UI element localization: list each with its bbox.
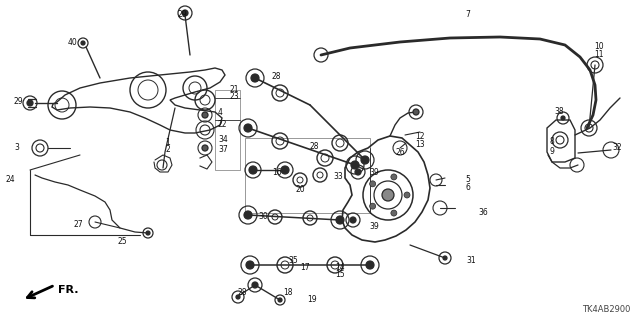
Circle shape (361, 156, 369, 164)
Text: 1: 1 (165, 138, 170, 147)
Circle shape (370, 203, 376, 209)
Text: 35: 35 (288, 256, 298, 265)
Text: TK4AB2900: TK4AB2900 (582, 305, 630, 314)
Circle shape (281, 166, 289, 174)
Text: 21: 21 (229, 85, 239, 94)
Circle shape (27, 100, 33, 106)
Text: 3: 3 (14, 143, 19, 152)
Text: 29: 29 (14, 97, 24, 106)
Circle shape (351, 161, 359, 169)
Circle shape (404, 192, 410, 198)
Circle shape (355, 169, 361, 175)
Circle shape (252, 282, 258, 288)
Text: 40: 40 (68, 38, 77, 47)
Text: 20: 20 (295, 185, 305, 194)
Text: 26: 26 (395, 148, 404, 157)
Circle shape (350, 217, 356, 223)
Text: 6: 6 (465, 183, 470, 192)
Circle shape (246, 261, 254, 269)
Text: 36: 36 (478, 208, 488, 217)
Circle shape (249, 166, 257, 174)
Circle shape (443, 256, 447, 260)
Text: 39: 39 (369, 222, 379, 231)
Circle shape (391, 174, 397, 180)
Text: 8: 8 (550, 137, 555, 146)
Circle shape (244, 124, 252, 132)
Text: 25: 25 (118, 237, 127, 246)
Text: 28: 28 (272, 72, 282, 81)
Text: 15: 15 (335, 270, 344, 279)
Text: 18: 18 (283, 288, 292, 297)
Text: 14: 14 (335, 263, 344, 272)
Circle shape (202, 145, 208, 151)
Circle shape (81, 41, 85, 45)
Text: 28: 28 (310, 142, 319, 151)
Text: 19: 19 (307, 295, 317, 304)
Text: 30: 30 (258, 212, 268, 221)
Circle shape (366, 261, 374, 269)
Text: 5: 5 (465, 175, 470, 184)
Text: 9: 9 (550, 147, 555, 156)
Text: 13: 13 (415, 140, 424, 149)
Text: 7: 7 (465, 10, 470, 19)
Circle shape (146, 231, 150, 235)
Text: 22: 22 (218, 120, 227, 129)
Circle shape (391, 210, 397, 216)
Text: 17: 17 (300, 263, 310, 272)
Bar (245, 138, 370, 213)
Text: 33: 33 (333, 172, 343, 181)
Text: 32: 32 (612, 143, 621, 152)
Text: 38: 38 (554, 107, 564, 116)
Circle shape (236, 295, 240, 299)
Text: 29: 29 (178, 10, 188, 19)
Text: 4: 4 (218, 108, 223, 117)
Text: 12: 12 (415, 132, 424, 141)
Circle shape (182, 10, 188, 16)
Text: 39: 39 (369, 168, 379, 177)
Text: 34: 34 (218, 135, 228, 144)
Circle shape (382, 189, 394, 201)
Text: 10: 10 (594, 42, 604, 51)
Text: 2: 2 (165, 145, 170, 154)
Circle shape (251, 74, 259, 82)
Circle shape (202, 112, 208, 118)
Text: 23: 23 (229, 92, 239, 101)
Text: 27: 27 (74, 220, 84, 229)
Circle shape (370, 181, 376, 187)
Text: 31: 31 (466, 256, 476, 265)
Circle shape (413, 109, 419, 115)
Text: 24: 24 (6, 175, 15, 184)
Circle shape (561, 116, 565, 120)
Bar (215, 90, 240, 170)
Text: 11: 11 (594, 50, 604, 59)
Circle shape (278, 298, 282, 302)
Text: 28: 28 (238, 288, 248, 297)
Text: 16: 16 (272, 168, 282, 177)
Text: FR.: FR. (58, 285, 79, 295)
Text: 37: 37 (218, 145, 228, 154)
Circle shape (336, 216, 344, 224)
Circle shape (244, 211, 252, 219)
